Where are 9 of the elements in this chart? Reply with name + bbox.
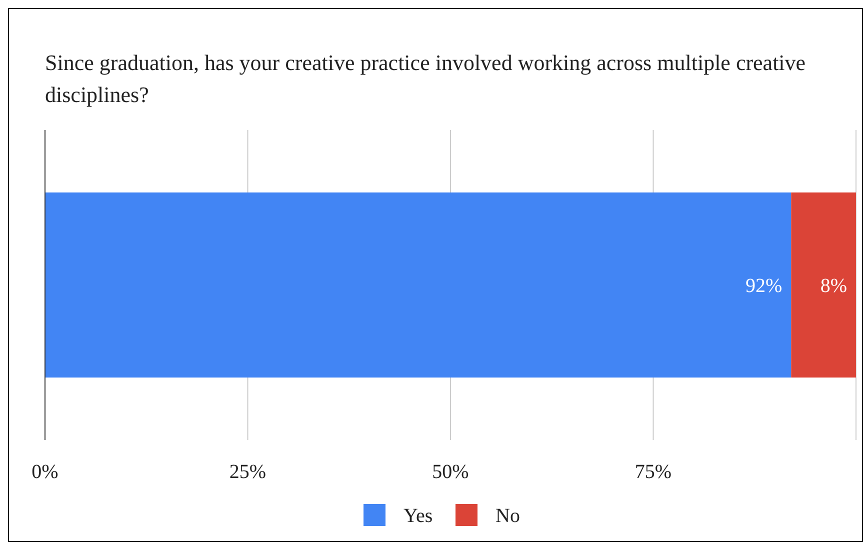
x-tick-label: 50% — [432, 461, 469, 483]
legend-label: No — [496, 505, 520, 527]
data-label: 92% — [745, 275, 782, 297]
x-tick-label: 25% — [229, 461, 266, 483]
x-tick-label: 0% — [32, 461, 58, 483]
data-label: 8% — [820, 275, 847, 297]
x-tick-label: 75% — [634, 461, 672, 483]
chart-title: Since graduation, has your creative practice involved working across multiple creative disciplines? — [45, 50, 806, 107]
legend-label: Yes — [404, 505, 433, 527]
